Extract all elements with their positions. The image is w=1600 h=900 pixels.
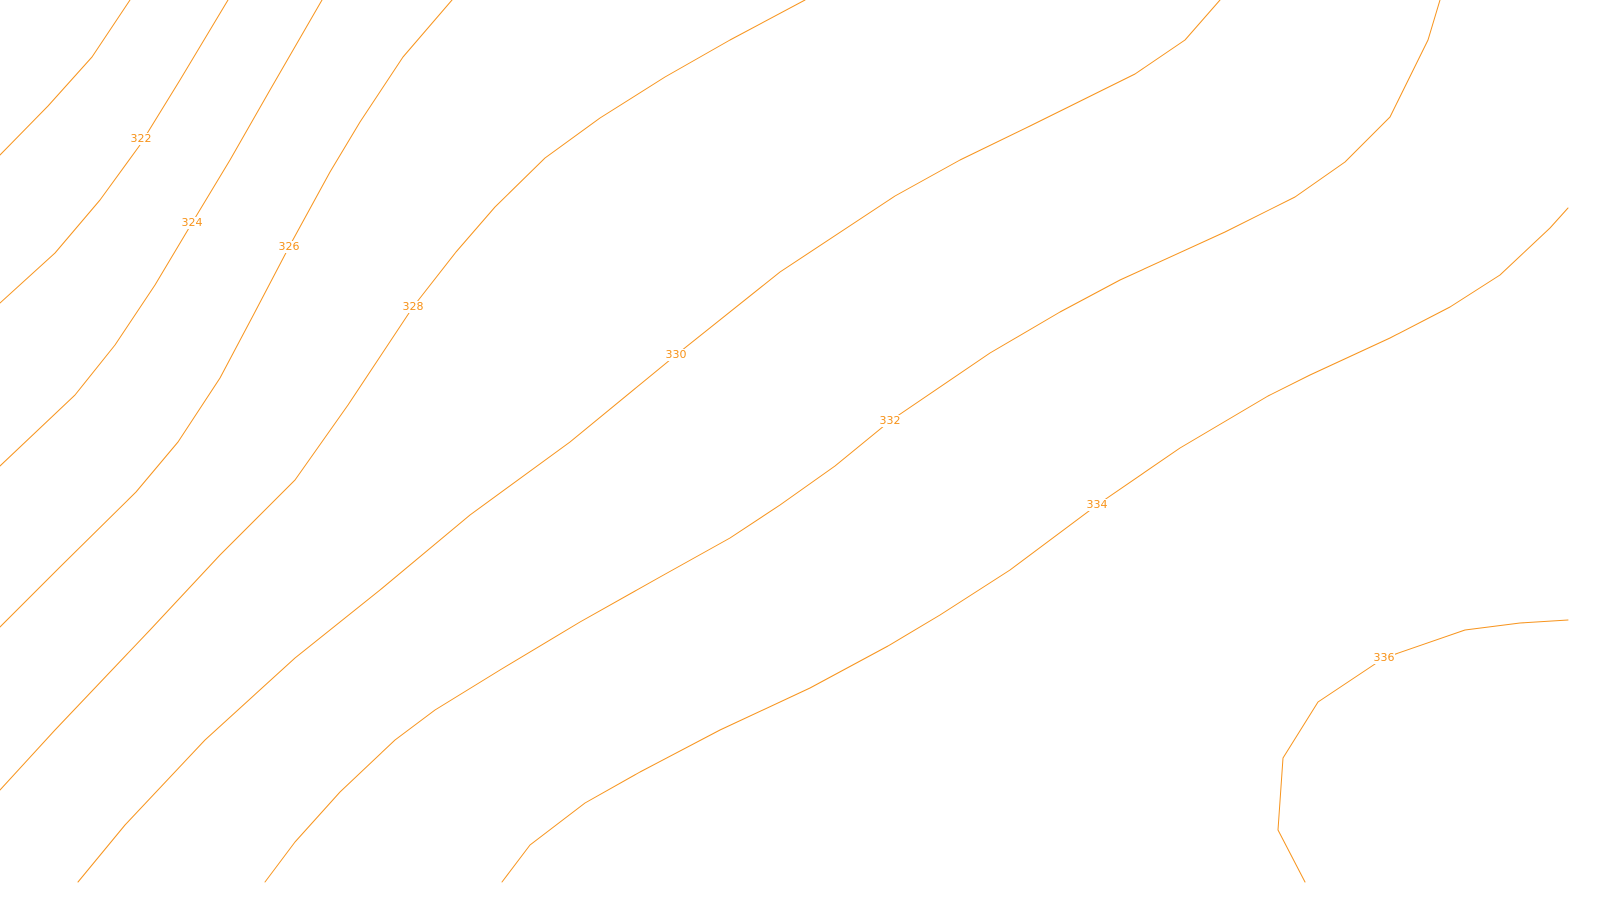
contour-lines	[0, 0, 1569, 883]
contour-label-background	[879, 415, 901, 427]
contour-line-322	[0, 0, 229, 304]
contour-labels: 322 324 326 328 330 332 334 336	[130, 132, 1395, 664]
contour-label-background	[665, 349, 687, 361]
contour-label-background	[130, 133, 152, 145]
contour-line-328	[0, 0, 806, 791]
contour-label-background	[1086, 499, 1108, 511]
contour-label-334: 334	[1087, 498, 1108, 511]
contour-line-c-left-1	[0, 0, 131, 156]
contour-label-328: 328	[403, 300, 424, 313]
contour-line-336	[1277, 619, 1569, 883]
contour-label-324: 324	[182, 216, 203, 229]
contour-line-334	[501, 207, 1569, 883]
contour-label-332: 332	[880, 414, 901, 427]
contour-label-background	[181, 217, 203, 229]
contour-label-background	[1373, 652, 1395, 664]
contour-label-326: 326	[279, 240, 300, 253]
contour-label-336: 336	[1374, 651, 1395, 664]
contour-line-324	[0, 0, 323, 467]
contour-label-background	[278, 241, 300, 253]
contour-label-background	[402, 301, 424, 313]
contour-line-332	[264, 0, 1441, 883]
contour-label-330: 330	[666, 348, 687, 361]
contour-line-326	[0, 0, 453, 628]
contour-line-330	[77, 0, 1221, 883]
contour-label-322: 322	[131, 132, 152, 145]
